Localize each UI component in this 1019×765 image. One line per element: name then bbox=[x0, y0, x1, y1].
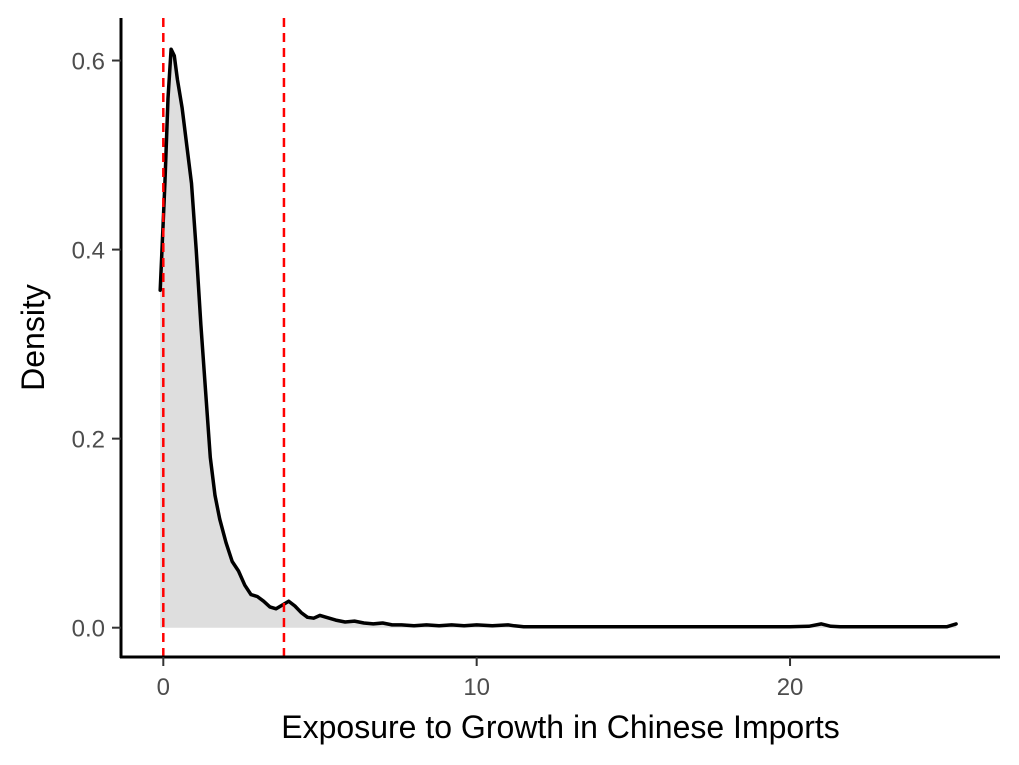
y-tick-label: 0.4 bbox=[72, 238, 105, 265]
y-axis-title: Density bbox=[15, 284, 51, 391]
y-tick-label: 0.2 bbox=[72, 427, 105, 454]
x-tick-label: 20 bbox=[777, 674, 804, 701]
x-tick-label: 0 bbox=[157, 674, 170, 701]
density-line bbox=[158, 47, 958, 629]
density-area bbox=[160, 49, 957, 628]
y-tick-label: 0.6 bbox=[72, 49, 105, 76]
x-tick-label: 10 bbox=[463, 674, 490, 701]
y-tick-label: 0.0 bbox=[72, 616, 105, 643]
x-axis-title: Exposure to Growth in Chinese Imports bbox=[281, 709, 839, 745]
